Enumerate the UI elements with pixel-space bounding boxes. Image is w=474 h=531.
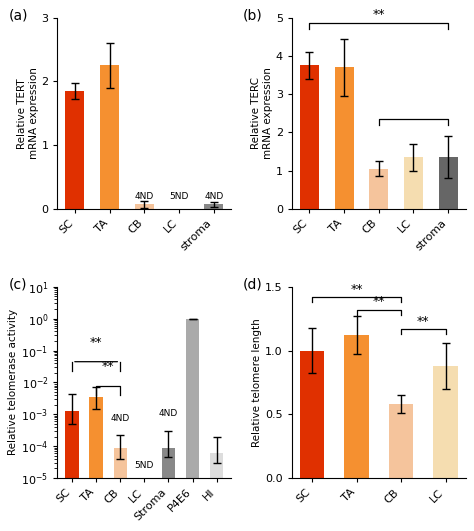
Text: (c): (c) xyxy=(9,277,27,291)
Text: (d): (d) xyxy=(243,277,263,291)
Text: 4ND: 4ND xyxy=(204,192,223,201)
Text: **: ** xyxy=(90,336,102,349)
Y-axis label: Relative TERT
mRNA expression: Relative TERT mRNA expression xyxy=(17,67,38,159)
Bar xyxy=(162,448,175,531)
Bar xyxy=(210,453,223,531)
Bar xyxy=(369,169,388,209)
Bar xyxy=(100,65,119,209)
Bar xyxy=(389,404,413,478)
Bar xyxy=(204,204,223,209)
Bar xyxy=(438,157,458,209)
Text: 5ND: 5ND xyxy=(135,461,154,470)
Text: **: ** xyxy=(373,295,385,309)
Y-axis label: Relative telomerase activity: Relative telomerase activity xyxy=(9,310,18,456)
Text: 5ND: 5ND xyxy=(169,192,189,201)
Bar xyxy=(344,335,369,478)
Bar xyxy=(114,448,127,531)
Bar xyxy=(404,157,423,209)
Text: 4ND: 4ND xyxy=(110,414,130,423)
Text: 4ND: 4ND xyxy=(135,192,154,201)
Text: 4ND: 4ND xyxy=(159,409,178,418)
Bar xyxy=(65,410,79,531)
Text: (b): (b) xyxy=(243,8,263,22)
Bar xyxy=(65,91,84,209)
Text: **: ** xyxy=(350,282,363,296)
Text: (a): (a) xyxy=(9,8,28,22)
Bar xyxy=(186,319,199,531)
Bar xyxy=(335,67,354,209)
Bar xyxy=(90,397,103,531)
Text: **: ** xyxy=(417,314,429,328)
Bar xyxy=(135,204,154,209)
Bar xyxy=(300,65,319,209)
Text: **: ** xyxy=(373,8,385,21)
Y-axis label: Relative TERC
mRNA expression: Relative TERC mRNA expression xyxy=(251,67,273,159)
Bar xyxy=(433,366,458,478)
Bar xyxy=(300,350,324,478)
Y-axis label: Relative telomere length: Relative telomere length xyxy=(253,318,263,447)
Text: **: ** xyxy=(102,360,114,373)
